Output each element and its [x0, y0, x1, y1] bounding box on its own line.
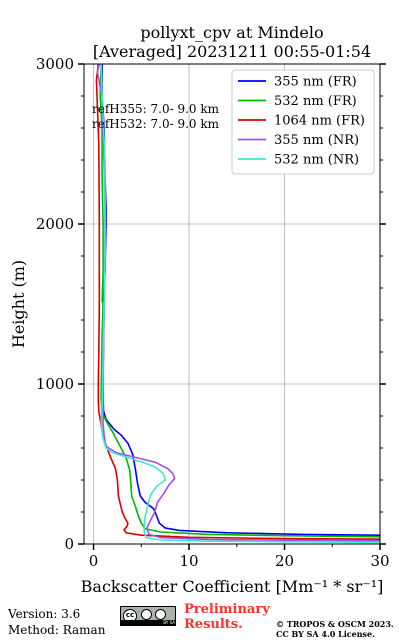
- series-line-532-nm-nr: [100, 64, 380, 544]
- legend-label: 355 nm (NR): [274, 133, 359, 148]
- footer-info: Version: 3.6 Method: Raman: [8, 606, 105, 638]
- legend: 355 nm (FR) 532 nm (FR) 1064 nm (FR) 355 nm…: [231, 69, 375, 175]
- cc-license-badge: cc BY SA: [120, 606, 176, 626]
- x-tick-label: 20: [275, 552, 294, 570]
- plot-frame: [83, 63, 381, 545]
- series-line-355-nm-fr: [101, 64, 380, 536]
- axis-ticks: 0 10 20 30 0 1000 2000 3000: [36, 55, 390, 570]
- series-line-532-nm-fr: [99, 64, 380, 538]
- legend-label: 355 nm (FR): [274, 75, 357, 90]
- legend-label: 532 nm (FR): [274, 94, 357, 109]
- copyright-line-1: © TROPOS & OSCM 2023.: [276, 619, 394, 629]
- legend-label: 1064 nm (FR): [274, 114, 365, 129]
- y-tick-label: 2000: [36, 215, 74, 233]
- chart-title-line-2: [Averaged] 20231211 00:55-01:54: [93, 42, 371, 61]
- reference-height-notes: refH355: 7.0- 9.0 km refH532: 7.0- 9.0 k…: [92, 102, 220, 131]
- x-axis-label: Backscatter Coefficient [Mm⁻¹ * sr⁻¹]: [81, 577, 384, 596]
- preliminary-line-2: Results.: [184, 617, 243, 632]
- refh355-note: refH355: 7.0- 9.0 km: [92, 102, 220, 116]
- legend-box: [231, 69, 375, 175]
- x-tick-label: 0: [89, 552, 99, 570]
- backscatter-profile-chart: pollyxt_cpv at Mindelo [Averaged] 202312…: [9, 23, 390, 596]
- legend-label: 532 nm (NR): [274, 153, 359, 168]
- y-tick-label: 3000: [36, 55, 74, 73]
- by-icon: [141, 609, 152, 620]
- method-text: Method: Raman: [8, 623, 106, 637]
- preliminary-results-note: Preliminary Results.: [184, 602, 270, 632]
- y-tick-label: 0: [64, 535, 74, 553]
- series-group: [95, 64, 380, 544]
- copyright-note: © TROPOS & OSCM 2023. CC BY SA 4.0 Licen…: [276, 619, 394, 639]
- x-tick-label: 10: [179, 552, 198, 570]
- refh532-note: refH532: 7.0- 9.0 km: [92, 117, 220, 131]
- y-tick-label: 1000: [36, 375, 74, 393]
- y-axis-label: Height (m): [9, 260, 28, 348]
- series-line-1064-nm-fr: [95, 64, 380, 540]
- x-tick-label: 30: [370, 552, 389, 570]
- sa-icon: [155, 609, 166, 620]
- copyright-line-2: CC BY SA 4.0 License.: [276, 629, 375, 639]
- version-text: Version: 3.6: [8, 607, 81, 621]
- preliminary-line-1: Preliminary: [184, 602, 270, 617]
- chart-title-line-1: pollyxt_cpv at Mindelo: [140, 23, 323, 42]
- badge-strip: BY SA: [121, 620, 175, 625]
- chart-title: pollyxt_cpv at Mindelo [Averaged] 202312…: [93, 23, 371, 61]
